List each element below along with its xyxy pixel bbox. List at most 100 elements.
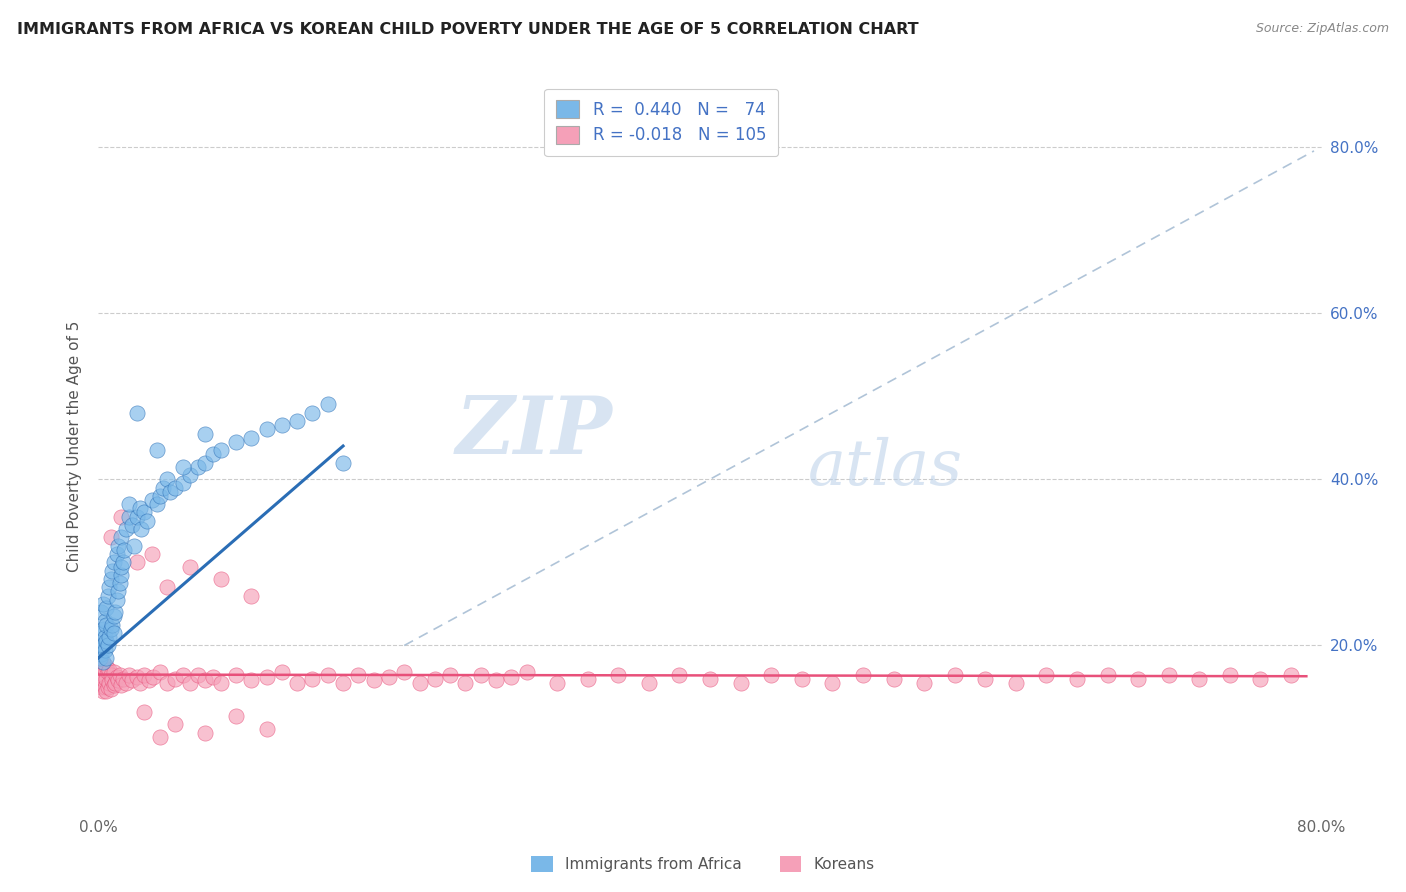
Point xyxy=(485,673,508,688)
Point xyxy=(347,667,370,681)
Point xyxy=(1279,667,1302,681)
Point xyxy=(974,672,997,686)
Point xyxy=(378,670,401,684)
Point xyxy=(943,667,966,681)
Point xyxy=(100,667,122,681)
Point xyxy=(121,673,143,688)
Point xyxy=(821,676,844,690)
Point xyxy=(89,659,111,673)
Point xyxy=(110,559,132,574)
Point xyxy=(852,667,875,681)
Legend: R =  0.440   N =   74, R = -0.018   N = 105: R = 0.440 N = 74, R = -0.018 N = 105 xyxy=(544,88,778,156)
Point xyxy=(91,639,114,653)
Point xyxy=(163,717,186,731)
Point xyxy=(98,580,121,594)
Point xyxy=(101,673,124,688)
Point xyxy=(93,630,115,644)
Point xyxy=(163,672,186,686)
Point xyxy=(98,630,121,644)
Point xyxy=(98,664,121,678)
Point xyxy=(111,672,134,686)
Point xyxy=(285,676,308,690)
Point xyxy=(118,667,141,681)
Point xyxy=(112,542,135,557)
Point xyxy=(134,506,156,520)
Point xyxy=(101,564,124,578)
Point xyxy=(100,622,122,636)
Point xyxy=(104,676,127,690)
Point xyxy=(125,555,148,569)
Text: atlas: atlas xyxy=(808,437,963,499)
Point xyxy=(152,481,174,495)
Y-axis label: Child Poverty Under the Age of 5: Child Poverty Under the Age of 5 xyxy=(67,320,83,572)
Point xyxy=(1157,667,1180,681)
Point xyxy=(156,580,179,594)
Legend: Immigrants from Africa, Koreans: Immigrants from Africa, Koreans xyxy=(523,848,883,880)
Point xyxy=(668,667,690,681)
Point xyxy=(101,617,124,632)
Point xyxy=(163,481,186,495)
Point xyxy=(637,676,661,690)
Point xyxy=(108,576,131,591)
Point xyxy=(90,667,112,681)
Point xyxy=(240,673,263,688)
Point xyxy=(516,665,538,679)
Point xyxy=(256,670,278,684)
Point xyxy=(89,676,111,690)
Point xyxy=(301,672,323,686)
Point xyxy=(172,476,194,491)
Point xyxy=(97,589,120,603)
Point xyxy=(93,664,115,678)
Point xyxy=(501,670,523,684)
Point xyxy=(125,509,148,524)
Point xyxy=(209,572,232,586)
Point xyxy=(111,555,134,569)
Point xyxy=(156,472,179,486)
Point xyxy=(1035,667,1057,681)
Point xyxy=(285,414,308,428)
Point xyxy=(105,670,128,684)
Point xyxy=(91,622,114,636)
Point xyxy=(240,589,263,603)
Point xyxy=(94,617,117,632)
Point xyxy=(94,601,117,615)
Point xyxy=(202,670,225,684)
Point xyxy=(103,665,125,679)
Point xyxy=(392,665,416,679)
Point xyxy=(179,676,201,690)
Point xyxy=(187,667,209,681)
Point xyxy=(103,678,125,692)
Point xyxy=(128,676,150,690)
Point xyxy=(110,530,132,544)
Point xyxy=(332,676,354,690)
Point xyxy=(107,673,129,688)
Point xyxy=(408,676,430,690)
Point xyxy=(97,639,120,653)
Point xyxy=(89,642,111,657)
Point xyxy=(118,497,141,511)
Point xyxy=(97,665,120,679)
Point xyxy=(730,676,752,690)
Point xyxy=(912,676,935,690)
Text: IMMIGRANTS FROM AFRICA VS KOREAN CHILD POVERTY UNDER THE AGE OF 5 CORRELATION CH: IMMIGRANTS FROM AFRICA VS KOREAN CHILD P… xyxy=(17,22,918,37)
Point xyxy=(115,676,138,690)
Point xyxy=(110,678,132,692)
Point xyxy=(423,672,446,686)
Point xyxy=(156,676,179,690)
Point xyxy=(125,670,148,684)
Point xyxy=(256,722,278,736)
Point xyxy=(439,667,461,681)
Point xyxy=(122,539,145,553)
Point xyxy=(129,522,152,536)
Point xyxy=(270,418,292,433)
Point xyxy=(89,651,111,665)
Point xyxy=(94,672,117,686)
Point xyxy=(240,431,263,445)
Text: ZIP: ZIP xyxy=(456,392,612,470)
Point xyxy=(136,514,159,528)
Point xyxy=(103,555,125,569)
Point xyxy=(142,670,165,684)
Point xyxy=(209,676,232,690)
Point xyxy=(100,530,122,544)
Text: Source: ZipAtlas.com: Source: ZipAtlas.com xyxy=(1256,22,1389,36)
